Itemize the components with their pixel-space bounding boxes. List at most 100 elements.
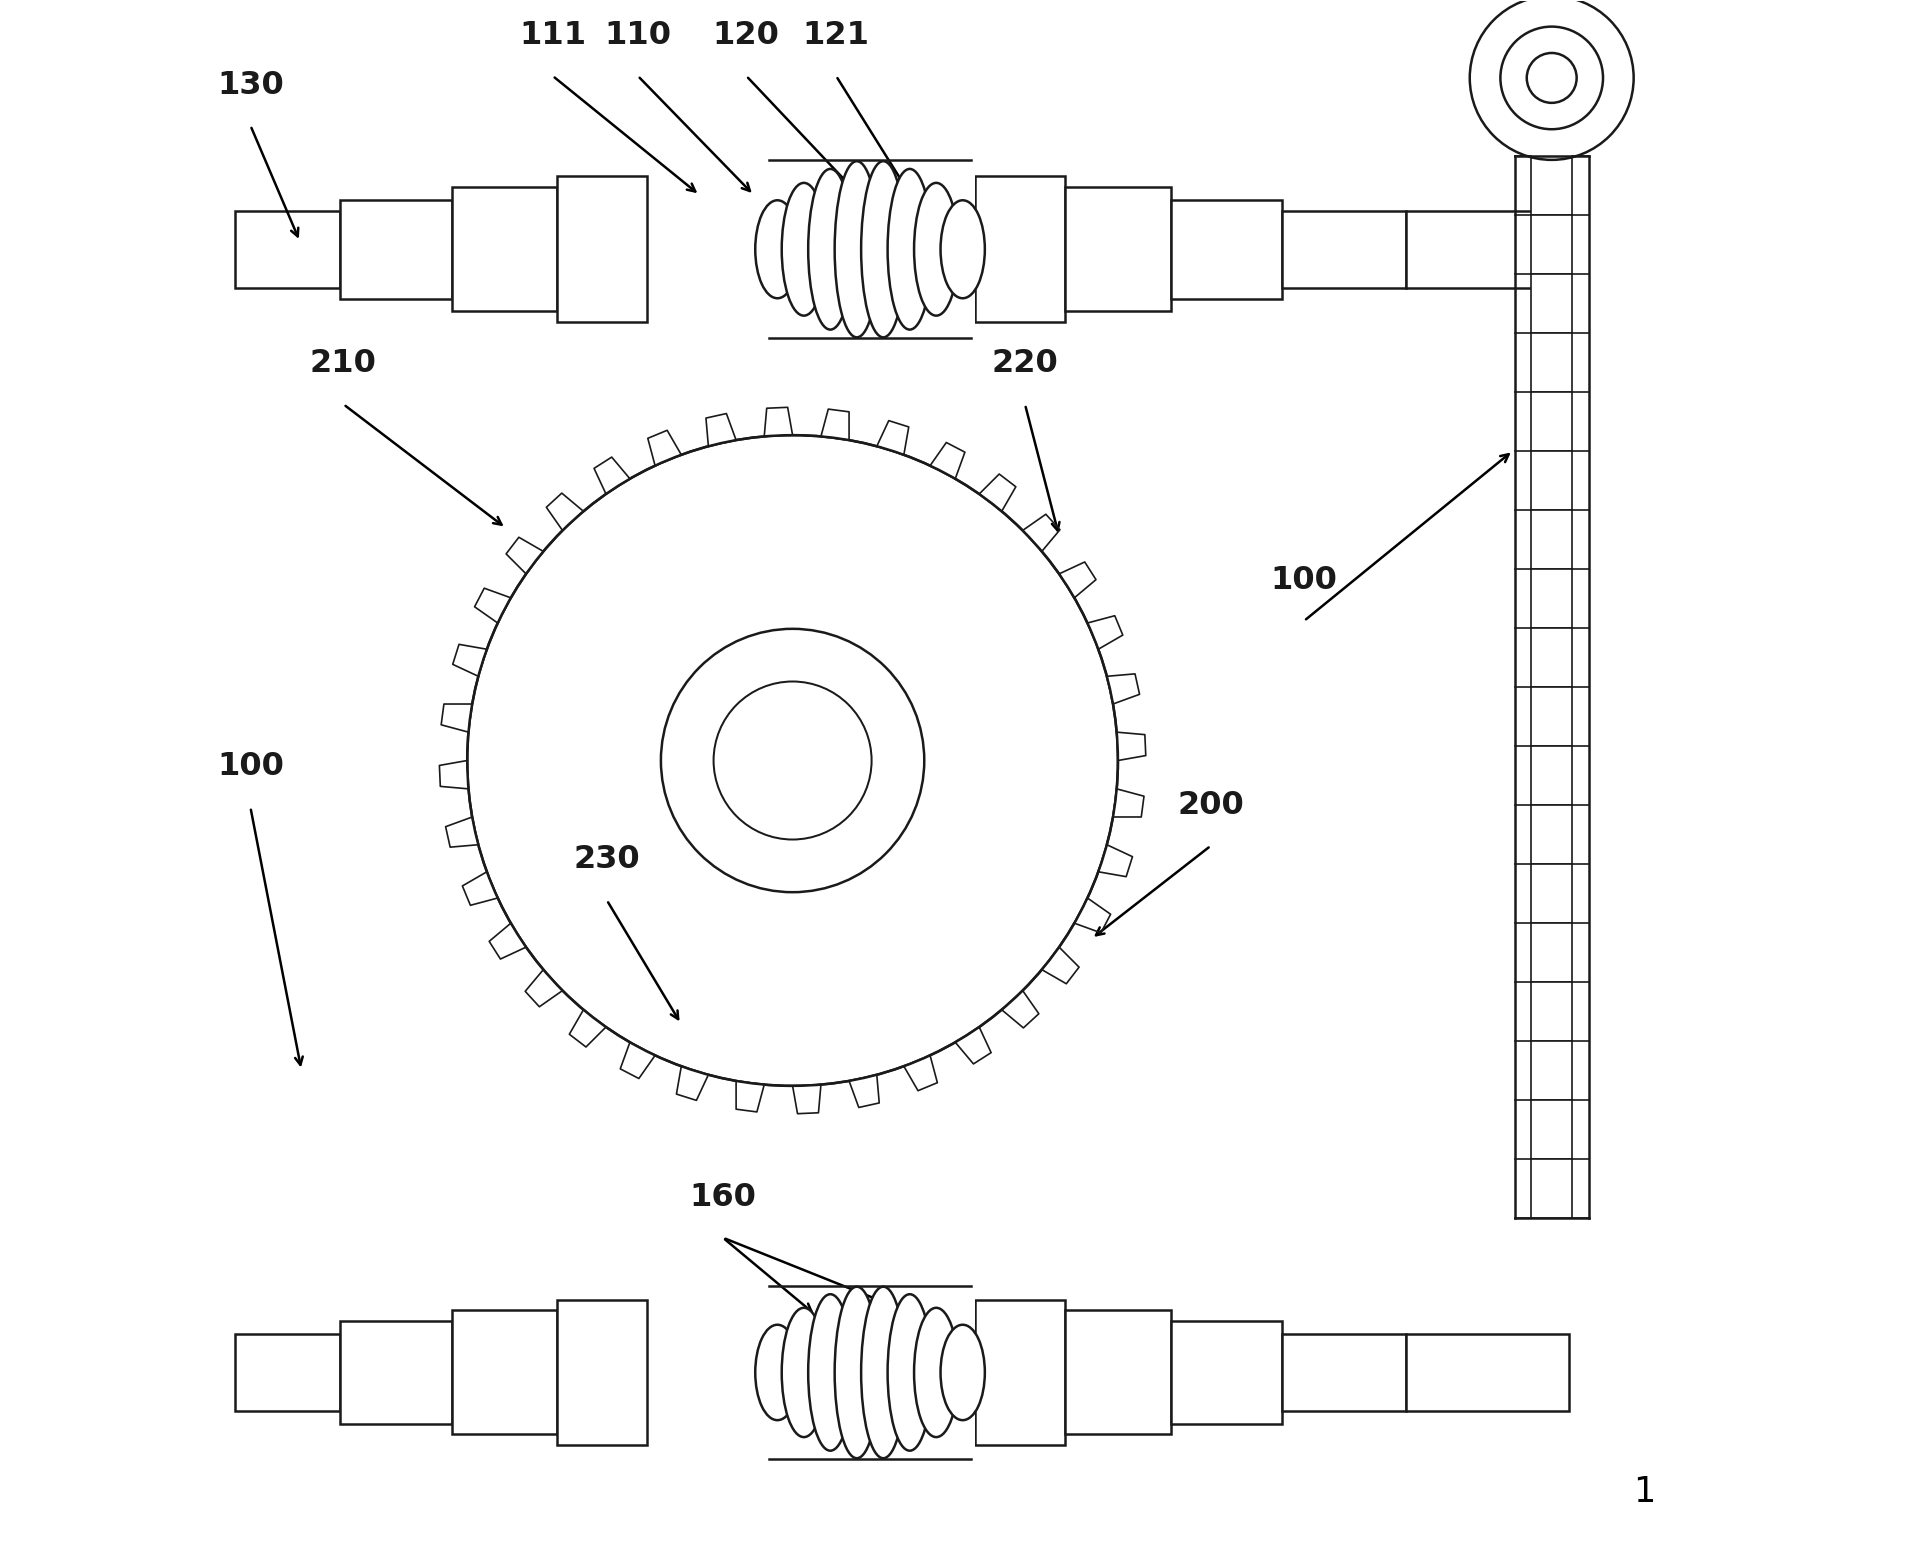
Ellipse shape	[888, 1294, 932, 1451]
Polygon shape	[1107, 674, 1140, 705]
Ellipse shape	[915, 183, 959, 315]
Polygon shape	[570, 1010, 607, 1048]
Polygon shape	[1113, 788, 1144, 816]
Ellipse shape	[782, 183, 826, 315]
Polygon shape	[489, 923, 526, 959]
Polygon shape	[794, 1085, 820, 1114]
Circle shape	[713, 681, 872, 840]
Text: 220: 220	[992, 348, 1059, 379]
Bar	[1531, 393, 1572, 452]
Text: 130: 130	[218, 70, 283, 101]
Polygon shape	[439, 760, 468, 788]
Bar	[557, 177, 647, 323]
Polygon shape	[507, 537, 543, 574]
Bar	[453, 1310, 557, 1434]
Ellipse shape	[861, 161, 905, 337]
Ellipse shape	[834, 1287, 878, 1459]
Ellipse shape	[755, 200, 799, 298]
Polygon shape	[955, 1027, 992, 1065]
Polygon shape	[736, 1080, 765, 1111]
Polygon shape	[849, 1074, 880, 1108]
Circle shape	[1500, 26, 1602, 129]
Ellipse shape	[809, 1294, 853, 1451]
Bar	[1531, 1100, 1572, 1159]
Bar	[765, 1282, 975, 1462]
Circle shape	[468, 435, 1117, 1086]
Bar	[1531, 1041, 1572, 1100]
Bar	[1283, 211, 1406, 289]
Bar	[1531, 864, 1572, 923]
Text: 100: 100	[1271, 565, 1337, 596]
Bar	[1531, 923, 1572, 982]
Ellipse shape	[755, 1325, 799, 1420]
Polygon shape	[547, 494, 584, 531]
Text: 120: 120	[713, 20, 780, 51]
Polygon shape	[462, 872, 497, 905]
Bar	[975, 1299, 1065, 1445]
Bar	[341, 1321, 453, 1423]
Bar	[975, 177, 1065, 323]
Text: 121: 121	[803, 20, 869, 51]
Bar	[1531, 688, 1572, 747]
Bar	[1531, 570, 1572, 629]
Polygon shape	[474, 588, 510, 622]
Polygon shape	[1023, 514, 1059, 551]
Polygon shape	[1117, 733, 1146, 760]
Bar	[1283, 1333, 1406, 1411]
Ellipse shape	[834, 161, 878, 337]
Polygon shape	[1059, 562, 1096, 598]
Bar	[1531, 511, 1572, 570]
Polygon shape	[441, 705, 472, 733]
Bar	[1065, 188, 1171, 312]
Bar	[1065, 1310, 1171, 1434]
Bar	[235, 1333, 341, 1411]
Polygon shape	[453, 644, 487, 677]
Polygon shape	[1042, 947, 1079, 984]
Polygon shape	[526, 970, 562, 1007]
Text: 100: 100	[218, 751, 283, 782]
Bar	[1531, 629, 1572, 688]
Text: 110: 110	[605, 20, 670, 51]
Text: 111: 111	[518, 20, 586, 51]
Polygon shape	[903, 1055, 938, 1091]
Ellipse shape	[888, 169, 932, 329]
Circle shape	[1470, 0, 1633, 160]
Bar	[1171, 200, 1283, 300]
Bar	[1406, 1333, 1570, 1411]
Polygon shape	[676, 1066, 709, 1100]
Bar	[1531, 157, 1572, 216]
Bar	[1406, 211, 1570, 289]
Polygon shape	[765, 407, 794, 436]
Text: 210: 210	[310, 348, 377, 379]
Text: 160: 160	[690, 1183, 757, 1212]
Polygon shape	[1088, 616, 1123, 649]
Bar	[453, 188, 557, 312]
Polygon shape	[1075, 899, 1111, 933]
Polygon shape	[876, 421, 909, 455]
Polygon shape	[820, 410, 849, 441]
Ellipse shape	[940, 200, 984, 298]
Bar	[1531, 747, 1572, 805]
Bar	[1531, 805, 1572, 864]
Bar	[1531, 452, 1572, 511]
Polygon shape	[1098, 844, 1132, 877]
Bar	[235, 211, 341, 289]
Polygon shape	[647, 430, 682, 466]
Polygon shape	[445, 816, 478, 847]
Bar	[1531, 275, 1572, 334]
Circle shape	[661, 629, 924, 892]
Bar	[765, 157, 975, 341]
Circle shape	[1527, 53, 1577, 102]
Bar	[557, 1299, 647, 1445]
Polygon shape	[707, 413, 736, 447]
Ellipse shape	[809, 169, 853, 329]
Bar	[1531, 216, 1572, 275]
Bar	[1531, 1159, 1572, 1217]
Bar	[1531, 982, 1572, 1041]
Text: 200: 200	[1177, 790, 1244, 821]
Ellipse shape	[782, 1308, 826, 1437]
Ellipse shape	[915, 1308, 959, 1437]
Polygon shape	[1002, 990, 1038, 1027]
Polygon shape	[593, 458, 630, 494]
Text: 230: 230	[574, 844, 639, 875]
